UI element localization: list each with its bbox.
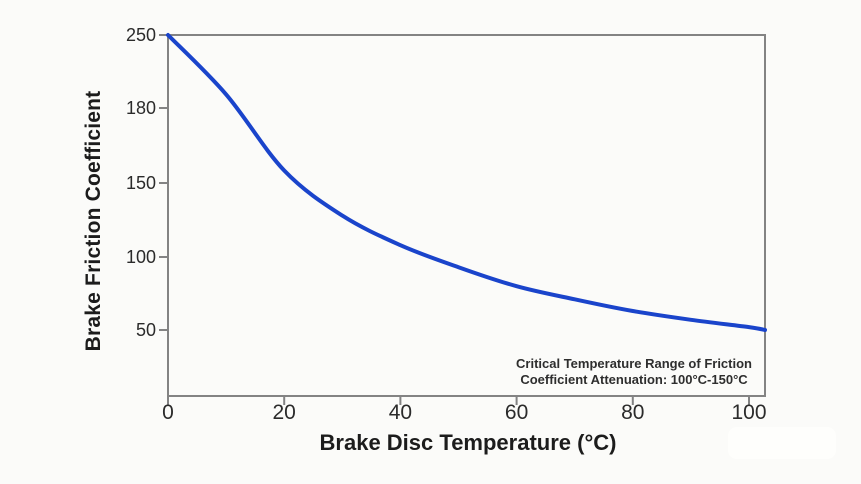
x-tick-label: 80 <box>621 401 645 424</box>
x-tick-label: 0 <box>162 401 174 424</box>
y-tick-label: 50 <box>135 320 156 340</box>
x-tick-label: 60 <box>504 401 529 424</box>
y-tick-label: 100 <box>125 247 156 267</box>
annotation-line-2: Coefficient Attenuation: 100°C-150°C <box>520 372 748 387</box>
axes-frame <box>167 34 766 397</box>
y-tick-label: 180 <box>125 98 156 118</box>
x-tick-label: 20 <box>272 401 296 424</box>
x-axis-title: Brake Disc Temperature (°C) <box>319 430 617 455</box>
x-tick-label: 100 <box>731 401 767 424</box>
watermark-smudge <box>728 427 836 459</box>
y-axis-title: Brake Friction Coefficient <box>82 90 105 352</box>
x-tick-label: 40 <box>388 401 413 424</box>
annotation-line-1: Critical Temperature Range of Friction <box>516 356 752 371</box>
y-tick-label: 250 <box>125 25 156 45</box>
tick-marks <box>159 34 750 405</box>
critical-range-annotation: Critical Temperature Range of Friction C… <box>516 356 752 388</box>
friction-curve <box>166 33 767 332</box>
y-tick-label: 150 <box>125 173 156 193</box>
